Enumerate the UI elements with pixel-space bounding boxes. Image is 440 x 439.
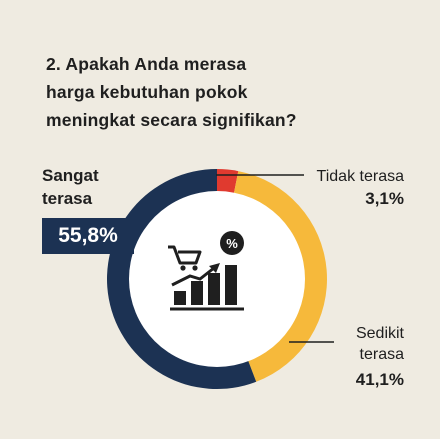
label-sedikit-line2: terasa [359, 346, 404, 363]
label-tidak-name: Tidak terasa [316, 168, 404, 185]
shopping-cart-rising-price-bar-chart-icon: % [168, 231, 244, 311]
svg-text:%: % [226, 236, 238, 251]
label-tidak-terasa: Tidak terasa 3,1% [317, 166, 404, 210]
chart-title: 2. Apakah Anda merasa harga kebutuhan po… [46, 50, 426, 134]
title-line-3: meningkat secara signifikan? [46, 110, 297, 130]
value-badge-sangat-terasa: 55,8% [42, 218, 134, 254]
label-sangat-line2: terasa [42, 189, 93, 208]
value-sedikit-terasa: 41,1% [355, 370, 404, 389]
label-sangat-line1: Sangat [42, 166, 99, 185]
value-tidak-terasa: 3,1% [365, 189, 404, 208]
label-sangat-terasa: Sangat terasa [42, 164, 99, 210]
title-line-1: 2. Apakah Anda merasa [46, 54, 247, 74]
label-sedikit-line1: Sedikit [355, 325, 404, 342]
title-line-2: harga kebutuhan pokok [46, 82, 248, 102]
label-sedikit-terasa: Sedikit terasa 41,1% [356, 323, 404, 390]
